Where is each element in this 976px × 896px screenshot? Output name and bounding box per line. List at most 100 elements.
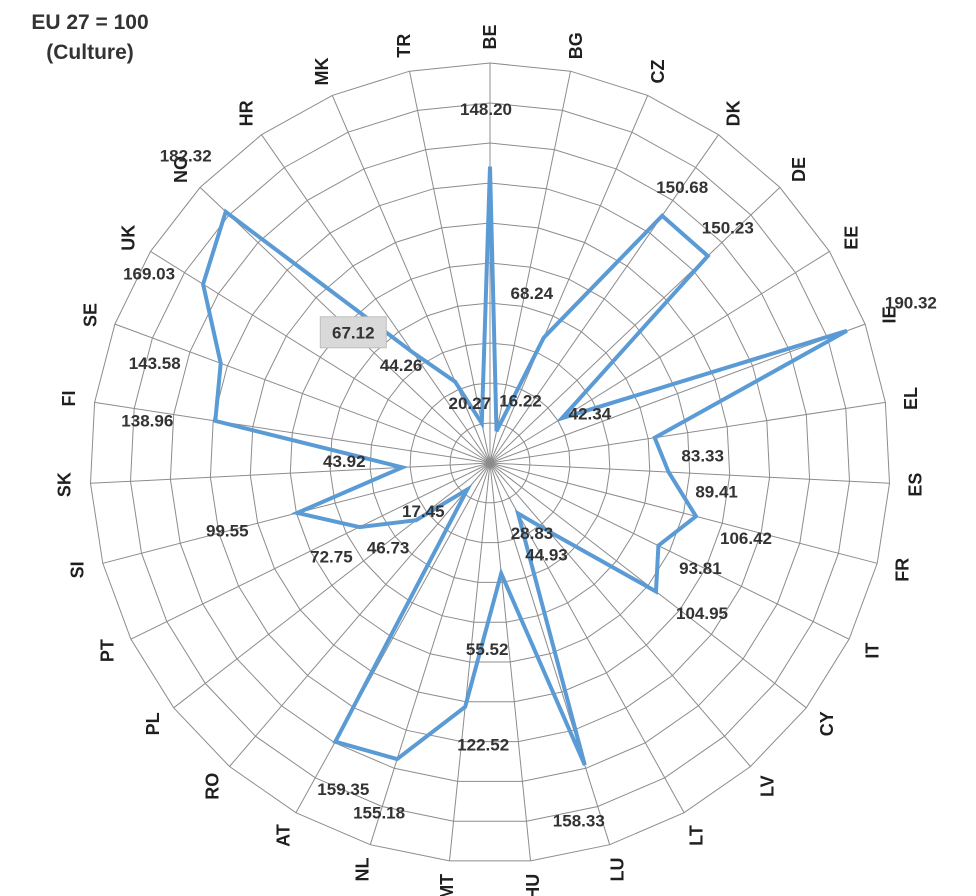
data-label-se: 143.58 [129,354,181,373]
grid-spoke [489,462,531,861]
data-label-ro: 17.45 [402,502,445,521]
category-label-uk: UK [119,225,139,251]
chart-title-line-2: (Culture) [46,41,134,64]
category-label-nl: NL [353,858,373,882]
data-label-no: 182.32 [160,146,212,165]
category-label-dk: DK [723,100,743,126]
data-label-el: 83.33 [681,446,724,465]
grid-spoke [295,462,491,813]
category-label-se: SE [81,303,101,327]
data-label-de: 150.23 [702,219,754,238]
category-label-hu: HU [523,874,543,896]
data-label-fr: 106.42 [720,529,772,548]
category-labels: BE BG CZ DK DE EE IE EL ES FR IT CY LV LT LU HU MT NL AT RO… [55,24,926,896]
grid-ring [449,422,531,504]
data-label-hu: 55.52 [466,640,509,659]
category-label-sk: SK [55,472,75,497]
category-label-cz: CZ [648,60,668,84]
grid-spoke [489,462,878,564]
data-label-cy: 104.95 [676,604,728,623]
category-label-bg: BG [566,32,586,59]
grid-spoke [489,401,886,464]
category-label-hr: HR [237,100,257,126]
grid-spoke [489,95,649,464]
grid-spoke [489,462,611,845]
grid-spoke [489,250,830,464]
grid-ring [409,382,571,544]
data-label-be: 148.20 [460,100,512,119]
data-label-cz: 68.24 [511,284,554,303]
grid-spoke [409,71,491,464]
data-label-pt: 72.75 [310,548,353,567]
chart-title: EU 27 = 100 (Culture) [31,11,148,64]
radar-grid [89,62,891,862]
category-label-be: BE [480,24,500,49]
category-label-lu: LU [608,858,628,882]
grid-spoke [489,323,866,464]
category-label-fi: FI [59,391,79,407]
grid-ring [249,222,731,703]
grid-ring [169,142,811,782]
category-label-at: AT [273,824,293,847]
grid-spoke [114,323,491,464]
grid-spoke [489,462,685,813]
data-label-pl: 46.73 [367,539,410,558]
category-label-it: IT [863,643,883,659]
data-label-uk: 169.03 [123,265,175,284]
grid-spoke [130,462,491,640]
category-label-pl: PL [143,712,163,735]
category-label-ro: RO [203,773,223,800]
series-line [201,166,848,766]
grid-ring [209,182,771,743]
category-label-mt: MT [437,874,457,896]
grid-spoke [489,462,751,767]
grid-spoke [94,401,491,464]
grid-spoke [489,71,571,464]
data-label-dk: 150.68 [656,178,708,197]
grid-spoke [489,462,850,640]
category-label-cy: CY [817,711,837,736]
chart-title-line-1: EU 27 = 100 [31,11,148,34]
grid-spoke [90,462,491,484]
category-label-ie: IE [880,306,900,323]
grid-spoke [261,134,491,464]
grid-spoke [331,95,491,464]
data-label-nl: 155.18 [353,804,405,823]
grid-spoke [150,250,491,464]
data-label-hr: 67.12 [332,323,375,342]
data-label-highlight [319,316,387,349]
data-labels: 148.20 16.22 68.24 150.68 150.23 42.34 190.32 8… [121,100,937,831]
grid-spoke [449,462,491,861]
grid-spoke [173,462,491,709]
category-label-pt: PT [98,639,118,662]
grid-ring [369,342,611,583]
category-label-tr: TR [394,34,414,58]
grid-spoke [489,134,719,464]
category-label-el: EL [901,387,921,410]
data-label-es: 89.41 [695,483,738,502]
data-label-lu: 158.33 [553,812,605,831]
data-label-sk: 43.92 [323,452,366,471]
data-label-mt: 122.52 [457,735,509,754]
category-label-no: NO [171,156,191,183]
category-label-ee: EE [842,226,862,250]
data-label-it: 93.81 [679,559,722,578]
grid-ring [129,102,851,822]
data-label-mk: 44.26 [380,356,423,375]
grid-ring [289,262,691,663]
data-label-ie: 190.32 [885,293,937,312]
data-label-si: 99.55 [206,521,249,540]
category-label-fr: FR [892,558,912,582]
category-label-de: DE [789,157,809,182]
data-label-at: 159.35 [317,780,369,799]
grid-spoke [489,187,781,464]
data-label-fi: 138.96 [121,411,173,430]
data-label-lv: 44.93 [525,546,568,565]
grid-spoke [489,462,890,484]
grid-ring [89,62,891,862]
category-label-es: ES [906,473,926,497]
data-label-lt: 28.83 [511,524,554,543]
data-label-tr: 20.27 [449,394,492,413]
radar-series [201,166,848,766]
